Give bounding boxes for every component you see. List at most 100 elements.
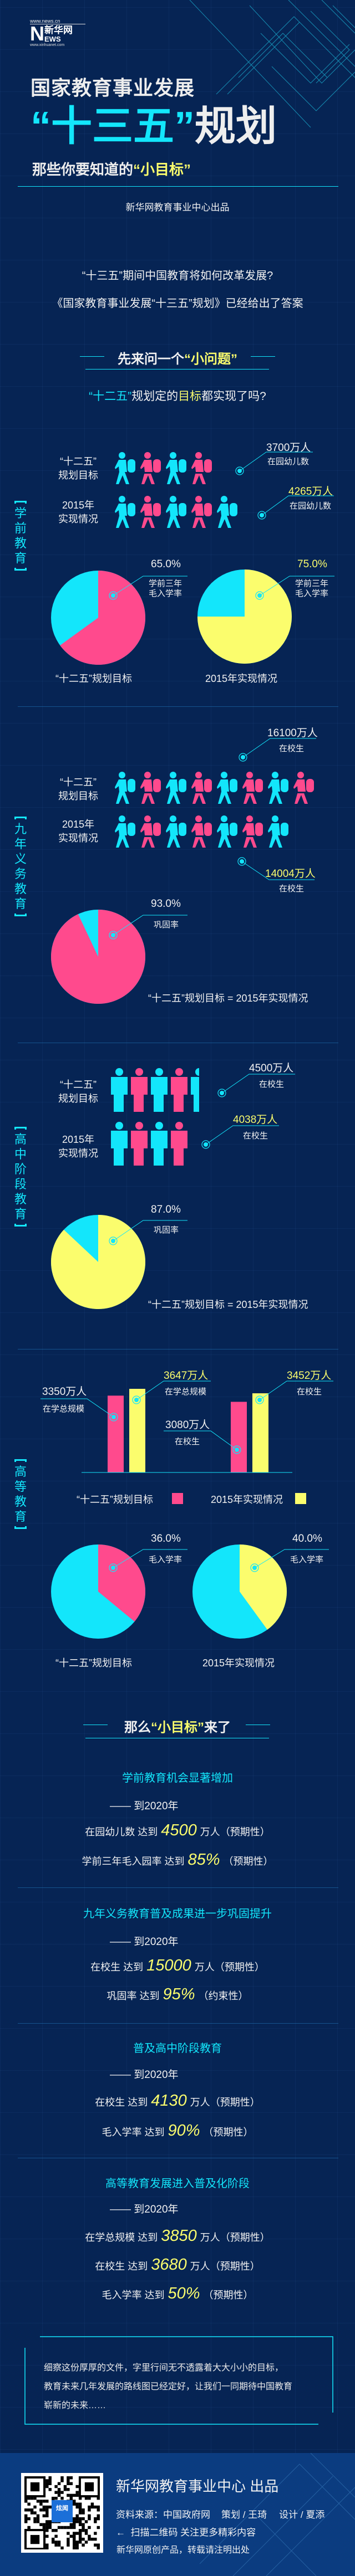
bar-data-label: 3080万人 bbox=[165, 1419, 210, 1431]
goal-year: —— 到2020年 bbox=[110, 1936, 179, 1948]
boy-student-icon bbox=[115, 772, 135, 804]
girl-student-icon bbox=[191, 772, 212, 804]
girl-student-icon bbox=[191, 452, 212, 484]
closing-line: 教育未来几年发展的路线图已经定好，让我们一同期待中国教育 bbox=[44, 2382, 293, 2392]
title-main: “十三五”规划 bbox=[31, 103, 277, 150]
goal-item: 毛入学率 达到 50% （预期性） bbox=[0, 2285, 355, 2303]
goal-label: 毛入学率 达到 bbox=[102, 2290, 165, 2301]
bar-data-label: 3350万人 bbox=[42, 1386, 87, 1398]
section1-heading-highlight: “小问题” bbox=[184, 352, 237, 367]
callout-value: 4038万人 bbox=[233, 1114, 278, 1126]
xinhua-logo: www.news.cn N 新华网 EWS www.xinhuanet.com bbox=[30, 18, 85, 54]
heading-line-right bbox=[251, 356, 275, 357]
marker-dot-icon bbox=[241, 755, 245, 760]
pie-desc-line: 学前三年 bbox=[295, 579, 329, 588]
goal-label: 巩固率 达到 bbox=[106, 1990, 160, 2002]
pie-desc: 学前三年 毛入学率 bbox=[149, 579, 182, 599]
goal-note: （约束性） bbox=[198, 1990, 248, 2002]
goal-label: 学前三年毛入园率 达到 bbox=[82, 1856, 185, 1867]
row-label-line: 2015年 bbox=[62, 819, 95, 830]
callout-value: 14004万人 bbox=[265, 868, 316, 880]
legend-swatch-yellow bbox=[295, 1493, 306, 1504]
callout-line bbox=[221, 1074, 295, 1094]
q-part: 目标 bbox=[178, 390, 202, 403]
student-icon bbox=[131, 1068, 148, 1112]
boy-student-icon bbox=[166, 452, 186, 484]
goal-label: 在校生 达到 bbox=[95, 2097, 148, 2108]
bar-data-label: 3452万人 bbox=[287, 1370, 332, 1382]
side-label-highschool: 高中阶段教育 bbox=[14, 1125, 27, 1229]
bracket-icon bbox=[14, 568, 27, 571]
bar bbox=[231, 1402, 247, 1472]
goal-value: 90% bbox=[168, 2122, 200, 2139]
side-label-higher: 高等教育 bbox=[14, 1457, 27, 1531]
marker-ring-icon bbox=[201, 1140, 210, 1149]
boy-student-icon bbox=[115, 496, 135, 528]
subtitle: 那些你要知道的“小目标” bbox=[32, 158, 191, 179]
bar-data-label: 3647万人 bbox=[164, 1370, 209, 1382]
circuit-decoration bbox=[189, 0, 355, 128]
footer-designer: 设计 / 夏添 bbox=[279, 2510, 325, 2520]
goal-value: 3680 bbox=[151, 2256, 187, 2274]
pie-caption: 2015年实现情况 bbox=[205, 673, 278, 684]
side-label-preschool: 学前教育 bbox=[14, 499, 27, 573]
side-label-compulsory: 九年义务教育 bbox=[14, 814, 27, 918]
section1-heading: 先来问一个“小问题” bbox=[0, 348, 355, 367]
student-icon bbox=[171, 1122, 187, 1166]
footer-source: 资料来源：中国政府网 bbox=[116, 2510, 210, 2520]
subtitle-prefix: 那些你要知道的 bbox=[32, 161, 134, 178]
closing-line: 崭新的未来…… bbox=[44, 2401, 106, 2410]
goal-item: 在校生 达到 4130 万人（预期性） bbox=[0, 2092, 355, 2110]
section-divider bbox=[18, 2023, 338, 2024]
footer-producer: 新华网教育事业中心 出品 bbox=[116, 2478, 279, 2495]
pie-desc-line: 毛入学率 bbox=[149, 589, 182, 598]
header-divider bbox=[18, 186, 338, 187]
goal-value: 4130 bbox=[151, 2092, 187, 2110]
goal-note: （预期性） bbox=[214, 1962, 265, 1973]
girl-student-icon bbox=[191, 815, 212, 848]
goal-unit: 万人 bbox=[190, 2261, 210, 2272]
footer-scan-text: 扫描二维码 关注更多精彩内容 bbox=[130, 2527, 256, 2538]
bar bbox=[108, 1395, 124, 1472]
equals-caption: “十二五”规划目标 = 2015年实现情况 bbox=[148, 993, 308, 1004]
goal-unit: 万人 bbox=[194, 1962, 215, 1973]
bar-category-label: 在学总规模 bbox=[165, 1387, 207, 1397]
closing-text: 细察这份厚厚的文件，字里行间无不透露着大大小小的目标， 教育未来几年发展的路线图… bbox=[44, 2359, 292, 2415]
q-part: “十二五” bbox=[89, 390, 132, 403]
row-label-line: “十二五” bbox=[60, 456, 97, 467]
side-label-text: 学前教育 bbox=[14, 506, 27, 565]
goal-note: （预期性） bbox=[220, 1826, 270, 1838]
subtitle-highlight: “小目标” bbox=[133, 161, 191, 178]
goal-item: 在校生 达到 3680 万人（预期性） bbox=[0, 2256, 355, 2274]
row-label-plan: “十二五” 规划目标 bbox=[55, 455, 101, 483]
pie-chart bbox=[50, 1215, 145, 1312]
boy-student-icon bbox=[268, 772, 288, 804]
bar-category-label: 在学总规模 bbox=[43, 1404, 85, 1414]
student-icon bbox=[111, 1122, 128, 1166]
pie-caption: “十二五”规划目标 bbox=[55, 1658, 132, 1669]
marker-dot-icon bbox=[220, 1091, 224, 1095]
student-icon bbox=[191, 1068, 207, 1112]
boy-student-icon bbox=[217, 772, 237, 804]
heading-line-left bbox=[80, 356, 104, 357]
equals-caption: “十二五”规划目标 = 2015年实现情况 bbox=[148, 1299, 308, 1310]
marker-dot-icon bbox=[204, 1142, 208, 1147]
closing-line: 细察这份厚厚的文件，字里行间无不透露着大大小小的目标， bbox=[44, 2363, 284, 2373]
girl-student-icon bbox=[140, 496, 161, 528]
pie-chart bbox=[192, 1544, 287, 1641]
row-label-line: “十二五” bbox=[60, 1079, 97, 1090]
row-label-line: 2015年 bbox=[62, 500, 95, 511]
goal-label: 在学总规模 达到 bbox=[85, 2232, 158, 2243]
logo-url-top: www.news.cn bbox=[30, 18, 85, 24]
pie-value: 75.0% bbox=[297, 558, 327, 570]
callout-value: 4500万人 bbox=[249, 1063, 294, 1074]
goal-unit: 万人 bbox=[190, 2097, 210, 2108]
section-divider bbox=[18, 1887, 338, 1888]
goal-note: （预期性） bbox=[210, 2097, 260, 2108]
row-label-real: 2015年 实现情况 bbox=[55, 818, 101, 845]
boy-student-icon bbox=[115, 815, 135, 848]
marker-dot-icon bbox=[260, 513, 264, 517]
logo-url-bottom: www.xinhuanet.com bbox=[30, 43, 65, 47]
goal-group-title: 普及高中阶段教育 bbox=[133, 2043, 222, 2055]
side-label-text: 高中阶段教育 bbox=[14, 1132, 27, 1221]
